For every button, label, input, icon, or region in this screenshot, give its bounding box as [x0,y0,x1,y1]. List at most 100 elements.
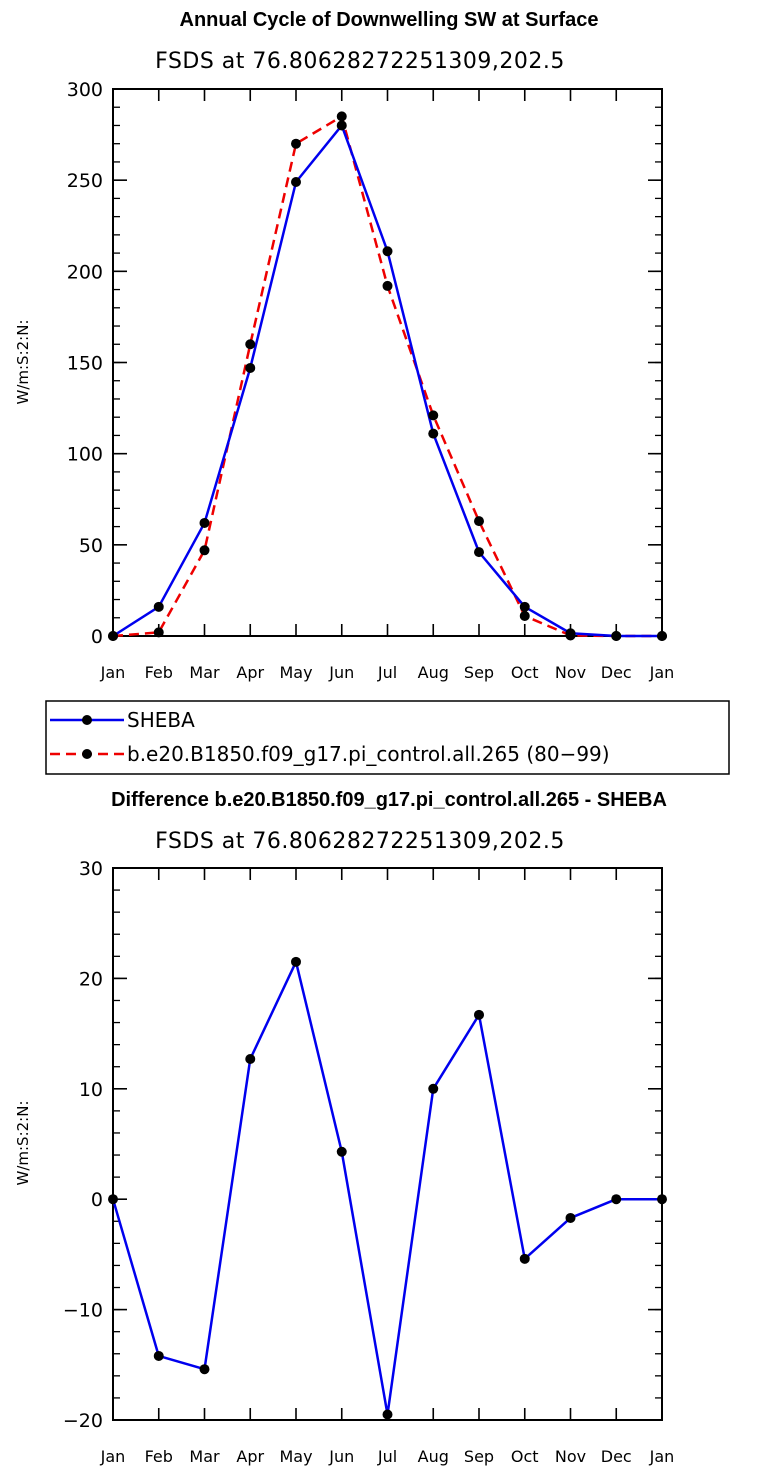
x-tick-label: Feb [145,663,173,682]
legend: SHEBA b.e20.B1850.f09_g17.pi_control.all… [45,700,730,775]
data-point [428,428,439,439]
data-point [291,956,301,967]
data-point [519,610,530,621]
series-line [112,124,662,638]
data-point [611,1194,622,1205]
data-point [336,1146,347,1157]
legend-marker-model [82,749,92,759]
data-point [657,1194,667,1205]
series-line [111,960,662,1416]
data-point [474,1009,484,1020]
axis-ticks [112,88,663,637]
legend-marker-sheba [82,715,92,725]
data-point [291,176,301,187]
series-line [112,115,662,638]
x-tick-label: Jul [377,663,397,682]
y-tick-label: 150 [67,353,103,375]
x-tick-label: Mar [189,663,220,682]
data-point [199,517,210,528]
chart-title: Difference b.e20.B1850.f09_g17.pi_contro… [111,789,667,811]
x-tick-label: Jan [100,663,126,682]
plot-frame [112,867,663,1421]
x-tick-label: Sep [464,1447,494,1466]
x-tick-label: Jun [328,663,354,682]
y-tick-label: 20 [79,968,103,990]
x-tick-label: Aug [418,1447,449,1466]
y-tick-label: 10 [79,1079,103,1101]
y-tick-labels: 0 50 100 150 200 250 300 [67,79,103,648]
y-tick-label: 50 [79,535,103,557]
y-tick-labels: −20 −10 0 10 20 30 [63,858,103,1432]
data-point [519,1253,530,1264]
data-point [245,1053,256,1064]
x-tick-label: May [279,1447,312,1466]
y-tick-label: 0 [91,626,103,648]
data-point [657,631,667,641]
axis-ticks [112,867,663,1421]
x-tick-label: Feb [145,1447,173,1466]
data-point [245,339,256,350]
data-point [428,1083,439,1094]
data-point [474,547,484,558]
data-point [153,627,164,638]
data-point [474,516,484,527]
x-tick-labels: Jan Feb Mar Apr May Jun Jul Aug Sep Oct Nov Dec Jan [100,663,675,682]
x-tick-label: Dec [601,1447,632,1466]
legend-label-sheba: SHEBA [127,708,195,732]
panel-annual-cycle: Annual Cycle of Downwelling SW at Surfac… [14,9,730,775]
x-tick-label: Jan [100,1447,126,1466]
legend-label-model: b.e20.B1850.f09_g17.pi_control.all.265 (… [127,742,610,766]
data-point [153,1350,164,1361]
x-tick-label: Jan [649,663,675,682]
x-tick-label: Oct [511,1447,539,1466]
x-tick-label: Jun [328,1447,354,1466]
data-point [336,120,347,131]
x-tick-label: Apr [236,663,264,682]
chart-subtitle: FSDS at 76.80628272251309,202.5 [155,829,565,854]
x-tick-label: Dec [601,663,632,682]
legend-box [45,700,730,775]
y-axis-label: W/m:S:2:N: [14,1101,32,1186]
y-tick-label: 250 [67,170,103,192]
data-point [382,246,393,257]
chart-title: Annual Cycle of Downwelling SW at Surfac… [180,9,599,31]
y-axis-label: W/m:S:2:N: [14,320,32,405]
data-point [336,111,347,122]
y-tick-label: 100 [67,444,103,466]
x-tick-label: Jan [649,1447,675,1466]
data-point [108,1194,118,1205]
data-point [108,631,118,641]
x-tick-label: Jul [377,1447,397,1466]
series-layer [108,111,667,641]
y-tick-label: 200 [67,261,103,283]
data-point [153,601,164,612]
data-point [199,1364,210,1375]
data-point [428,410,439,421]
data-point [519,601,530,612]
x-tick-label: Aug [418,663,449,682]
x-tick-label: May [279,663,312,682]
x-tick-label: Mar [189,1447,220,1466]
x-tick-label: Oct [511,663,539,682]
x-tick-labels: Jan Feb Mar Apr May Jun Jul Aug Sep Oct Nov Dec Jan [100,1447,675,1466]
x-tick-label: Nov [555,1447,586,1466]
data-point [565,1212,576,1223]
series-layer [108,956,667,1420]
data-point [199,545,210,556]
data-point [291,138,301,149]
data-point [382,280,393,291]
data-point [382,1409,393,1420]
y-tick-label: 30 [79,858,103,880]
data-point [611,631,622,641]
y-tick-label: 300 [67,79,103,101]
y-tick-label: 0 [91,1189,103,1211]
data-point [245,362,256,373]
x-tick-label: Nov [555,663,586,682]
plot-frame [112,88,663,637]
chart-subtitle: FSDS at 76.80628272251309,202.5 [155,49,565,74]
y-tick-label: −20 [63,1410,103,1432]
data-point [565,630,576,641]
x-tick-label: Sep [464,663,494,682]
panel-difference: Difference b.e20.B1850.f09_g17.pi_contro… [14,789,674,1466]
